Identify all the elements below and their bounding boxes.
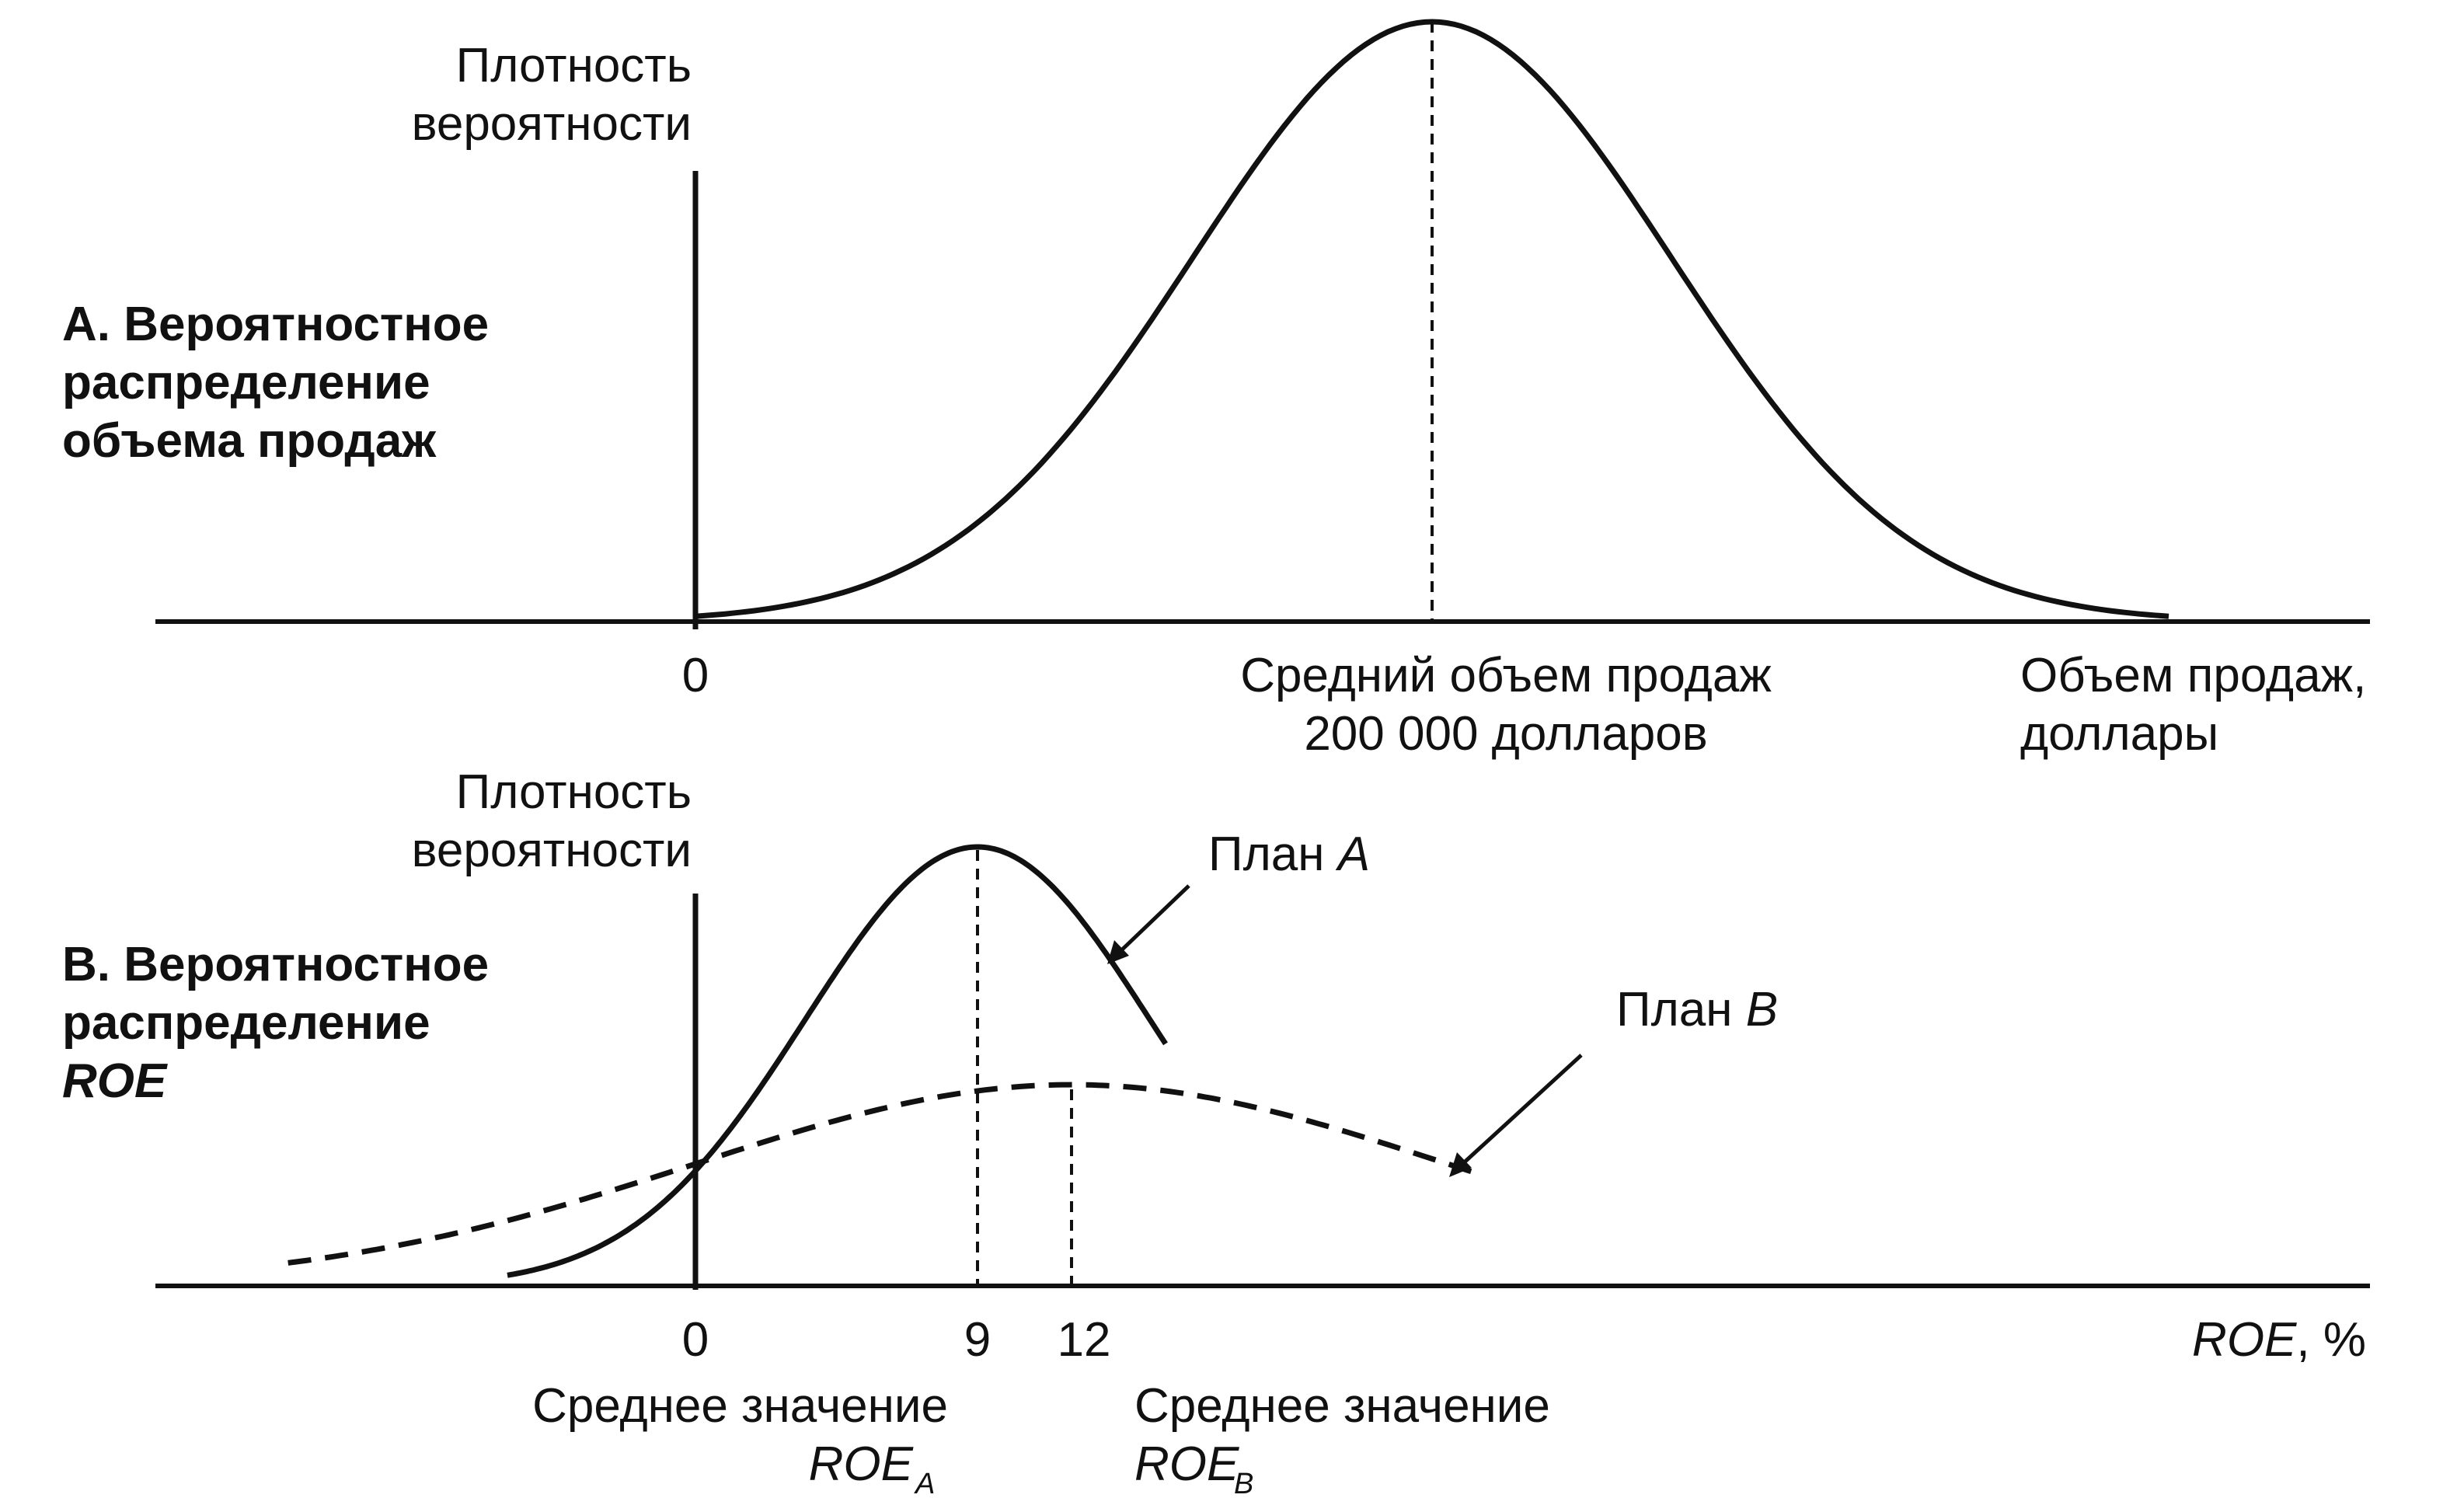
panel-b-xlabel: ROE, % [2192,1313,2366,1367]
panel-b-title-line1: В. Вероятностное [62,938,489,991]
plan-a-label-letter: A [1335,827,1370,881]
plan-a-mean-label-var: ROE [809,1437,914,1491]
panel-a-x-tick-0: 0 [682,649,709,702]
plan-a-arrowhead-icon [1107,940,1129,964]
plan-b-label-prefix: План [1616,983,1746,1036]
plan-b-label-letter: B [1746,983,1778,1036]
plan-a-mean-subscript: A [914,1468,935,1500]
plan-a-mean-label-text: Среднее значение [532,1379,948,1433]
plan-a-label: План A [1208,827,1370,881]
panel-b-ylabel-line2: вероятности [412,824,692,877]
plan-b-mean-label-var: ROE [1134,1437,1239,1491]
plan-a-curve [507,844,1168,1278]
plan-b-arrow-shaft [1459,1054,1583,1167]
panel-b-x-tick-0: 0 [682,1313,709,1367]
panel-b-xlabel-var: ROE [2192,1313,2297,1367]
panel-a-mean-label-line1: Средний объем продаж [1240,649,1772,702]
panel-b-ylabel-line1: Плотность [456,765,692,819]
plan-b-mean-label-text: Среднее значение [1134,1379,1550,1433]
panel-a-ylabel-line1: Плотность [456,39,692,92]
plan-b-curve [288,1082,1480,1266]
plan-b-label: План B [1616,983,1778,1036]
plan-a-mean-var: ROE [809,1437,914,1491]
panel-b-x-tick-9: 9 [964,1313,991,1367]
panel-b-title-line3: ROE [62,1054,168,1108]
plan-b-mean-subscript: B [1234,1468,1253,1500]
panel-a-xlabel-line1: Объем продаж, [2020,649,2366,702]
panel-b-title-line2: распределение [62,996,430,1050]
panel-b-x-tick-12: 12 [1058,1313,1111,1367]
panel-a-title-line2: распределение [62,356,430,409]
panel-b: Плотность вероятности В. Вероятностное р… [62,765,2370,1500]
panel-a-title-line1: А. Вероятностное [62,298,489,351]
plan-b-mean-var: ROE [1134,1437,1239,1491]
panel-b-xlabel-unit: , % [2296,1313,2366,1367]
plan-a-label-prefix: План [1208,827,1338,881]
panel-a-ylabel-line2: вероятности [412,97,692,151]
panel-a-xlabel-line2: доллары [2020,707,2218,761]
panel-a-title-line3: объема продаж [62,414,437,468]
plan-a-arrow-shaft [1116,884,1190,956]
plan-b-arrowhead-icon [1449,1152,1472,1177]
panel-a-mean-label-line2: 200 000 долларов [1304,707,1707,761]
panel-a: Плотность вероятности А. Вероятностное р… [62,19,2370,761]
